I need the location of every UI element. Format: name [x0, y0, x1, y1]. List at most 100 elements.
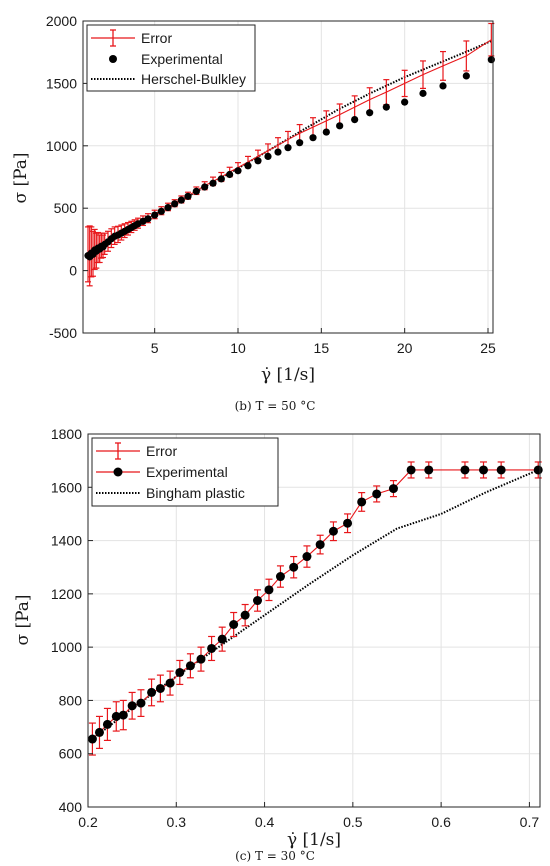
- data-point-b: [209, 179, 217, 187]
- data-point-c: [229, 619, 239, 629]
- x-tick-label-b: 15: [314, 340, 330, 356]
- y-tick-label-b: 500: [54, 200, 78, 216]
- legend-label-error-c: Error: [146, 443, 177, 459]
- legend-b: Error Experimental Herschel-Bulkley: [86, 24, 256, 92]
- data-point-b: [322, 128, 330, 136]
- y-tick-label-c: 1400: [51, 533, 82, 549]
- data-point-c: [460, 465, 470, 475]
- plot-frame-c: [87, 433, 541, 808]
- data-point-b: [296, 139, 304, 147]
- data-point-b: [264, 152, 272, 161]
- data-point-b: [254, 157, 262, 165]
- y-tick-label-c: 1800: [51, 426, 82, 442]
- data-point-b: [401, 98, 409, 106]
- legend-label-experimental-b: Experimental: [141, 51, 223, 67]
- y-tick-label-c: 600: [59, 746, 83, 762]
- y-ticks-b: -500 0 500 1000 1500 2000: [46, 13, 88, 341]
- x-tick-label-c: 0.2: [78, 814, 98, 830]
- data-point-c: [479, 465, 488, 475]
- y-tick-label-c: 1600: [51, 479, 82, 495]
- plot-frame-b: [82, 20, 494, 334]
- data-point-c: [264, 585, 274, 595]
- markers-b: [84, 56, 495, 261]
- data-point-c: [289, 562, 299, 572]
- data-point-c: [217, 634, 227, 644]
- data-point-b: [284, 144, 292, 152]
- x-tick-label-c: 0.4: [255, 814, 275, 830]
- x-tick-label-c: 0.7: [520, 814, 540, 830]
- data-point-b: [462, 72, 470, 80]
- y-axis-label-c: σ [Pa]: [13, 594, 33, 645]
- data-point-c: [533, 465, 543, 475]
- error-bar-b: [401, 69, 408, 98]
- chart-b: 5 10 15 20 25 -500 0 500 1000 1500 2000 Error Exp…: [11, 13, 496, 413]
- markers-c: [87, 465, 543, 744]
- x-tick-label-b: 20: [397, 340, 413, 356]
- caption-c: (c) T = 30 °C: [235, 849, 315, 863]
- legend-label-line-c: Bingham plastic: [146, 485, 245, 501]
- data-point-b: [171, 200, 179, 208]
- y-tick-label-b: 1000: [46, 138, 77, 154]
- legend-error-swatch-c: [96, 442, 140, 460]
- data-point-b: [157, 207, 165, 215]
- data-point-c: [102, 719, 112, 729]
- data-point-c: [496, 465, 506, 475]
- data-point-b: [382, 103, 390, 111]
- data-point-c: [111, 711, 121, 721]
- error-bar-b: [420, 60, 426, 89]
- error-connect-line-c: [92, 469, 539, 740]
- legend-label-error-b: Error: [141, 30, 172, 46]
- legend-experimental-swatch-c: [96, 467, 140, 477]
- data-point-c: [147, 687, 157, 697]
- legend-experimental-swatch-b: [109, 55, 117, 63]
- data-point-c: [118, 710, 128, 720]
- data-point-b: [309, 134, 317, 142]
- y-axis-label-b: σ [Pa]: [11, 152, 31, 203]
- data-point-c: [328, 526, 338, 536]
- x-tick-label-c: 0.6: [431, 814, 451, 830]
- data-point-b: [201, 183, 209, 191]
- y-tick-label-b: 1500: [46, 75, 77, 91]
- data-point-c: [357, 497, 367, 507]
- data-point-c: [185, 661, 195, 671]
- x-ticks-c: 0.2 0.3 0.4 0.5 0.6 0.7: [78, 802, 539, 830]
- data-point-c: [406, 465, 416, 475]
- data-point-c: [207, 643, 217, 653]
- legend-label-experimental-c: Experimental: [146, 464, 228, 480]
- data-point-b: [151, 211, 159, 219]
- x-ticks-b: 5 10 15 20 25: [151, 328, 496, 356]
- error-bar-b: [463, 40, 470, 72]
- data-point-b: [274, 148, 282, 156]
- data-point-b: [439, 82, 447, 90]
- data-point-b: [234, 167, 242, 175]
- y-tick-label-c: 400: [59, 799, 83, 815]
- legend-error-swatch-b: [91, 29, 135, 47]
- data-point-b: [177, 196, 185, 204]
- data-point-b: [184, 192, 192, 200]
- dotted-line-c: [91, 469, 539, 740]
- data-point-b: [336, 122, 344, 130]
- y-tick-label-b: 0: [69, 263, 77, 279]
- data-point-c: [94, 727, 104, 737]
- data-point-c: [196, 654, 206, 664]
- x-tick-label-b: 10: [230, 340, 246, 356]
- caption-b: (b) T = 50 °C: [235, 399, 316, 413]
- data-point-c: [275, 572, 285, 582]
- data-point-b: [419, 89, 427, 97]
- data-point-c: [388, 484, 398, 494]
- fit-line-c: [91, 469, 539, 740]
- data-point-b: [351, 115, 359, 124]
- data-point-c: [136, 698, 146, 708]
- y-tick-label-c: 1200: [51, 586, 82, 602]
- data-point-c: [165, 678, 175, 688]
- y-tick-label-b: -500: [49, 325, 77, 341]
- data-point-b: [244, 162, 252, 170]
- data-point-b: [217, 175, 225, 183]
- chart-c: 0.2 0.3 0.4 0.5 0.6 0.7 400 600 800 1000 1200 1400…: [13, 426, 543, 863]
- data-point-c: [343, 518, 353, 528]
- y-ticks-c: 400 600 800 1000 1200 1400 1600 1800: [51, 426, 93, 815]
- data-point-c: [240, 610, 250, 620]
- data-point-c: [127, 701, 137, 711]
- x-tick-label-b: 5: [151, 340, 159, 356]
